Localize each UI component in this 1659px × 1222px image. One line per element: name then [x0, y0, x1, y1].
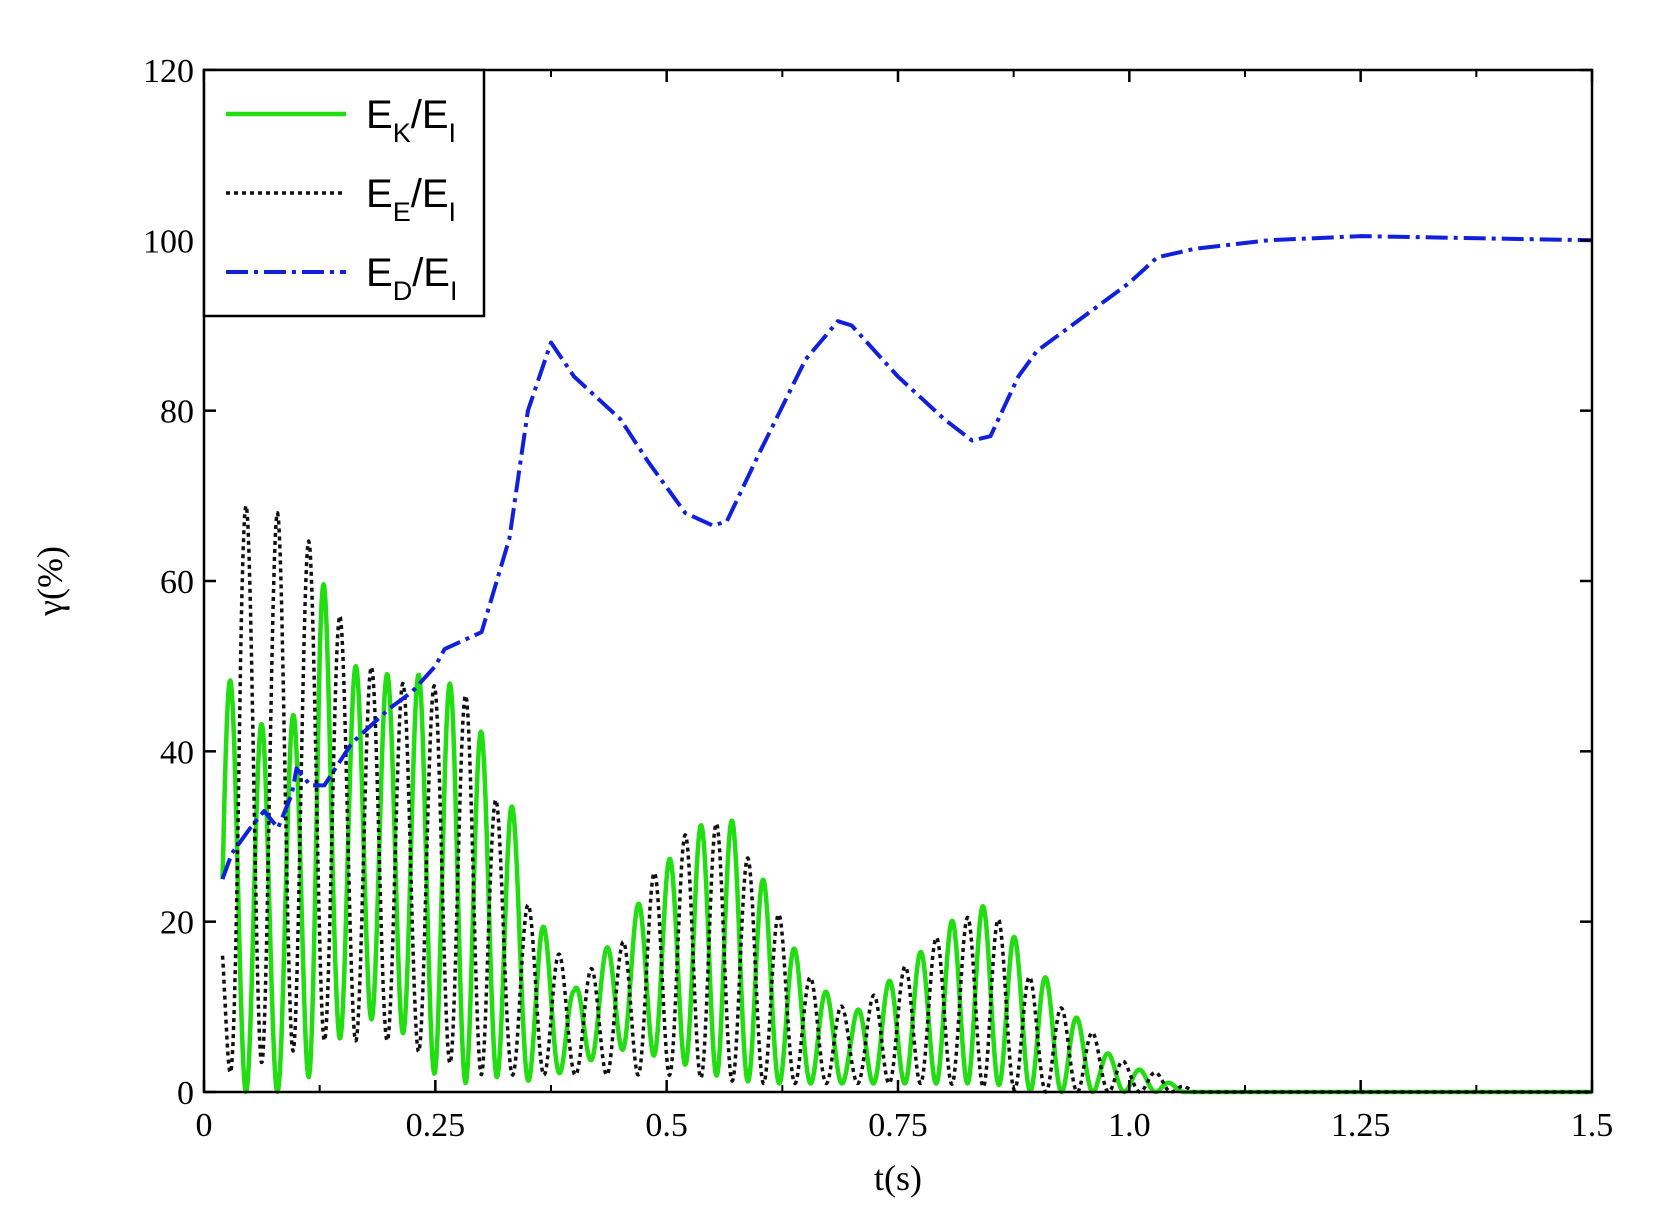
- legend-label: EK/EI: [366, 93, 456, 148]
- legend-label: ED/EI: [366, 251, 458, 306]
- y-tick-label: 80: [160, 394, 194, 431]
- y-tick-label: 60: [160, 564, 194, 601]
- x-axis-title: t(s): [874, 1158, 922, 1198]
- x-tick-label: 0: [196, 1107, 213, 1144]
- x-tick-label: 0.75: [868, 1107, 928, 1144]
- y-tick-label: 0: [177, 1075, 194, 1112]
- y-tick-label: 20: [160, 905, 194, 942]
- legend: EK/EI EE/EI ED/EI: [202, 68, 486, 318]
- series-line-dashdot: [220, 234, 1593, 880]
- y-tick-label: 100: [143, 223, 194, 260]
- x-tick-label: 1.0: [1108, 1107, 1151, 1144]
- y-tick-label: 40: [160, 734, 194, 771]
- x-tick-label: 0.5: [645, 1107, 688, 1144]
- x-tick-label: 1.25: [1331, 1107, 1391, 1144]
- ticks-layer: 0 0.25 0.5 0.75 1.0 1.25 1.5 0 20 40 60 80 100 120: [143, 53, 1613, 1144]
- legend-label: EE/EI: [366, 172, 456, 227]
- x-tick-label: 0.25: [406, 1107, 466, 1144]
- y-axis-title: γ(%): [30, 546, 70, 617]
- y-tick-label: 120: [143, 53, 194, 90]
- x-tick-label: 1.5: [1571, 1107, 1614, 1144]
